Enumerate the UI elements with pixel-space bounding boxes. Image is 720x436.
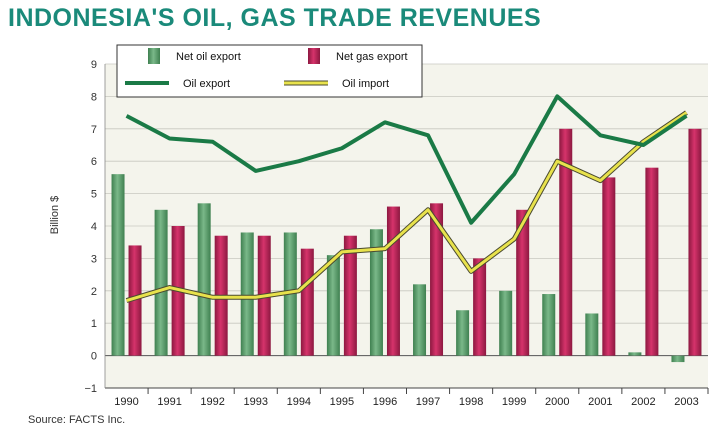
x-tick-label: 2002 [631, 396, 655, 408]
net-oil-export-bar [240, 232, 254, 356]
y-tick-label: 0 [91, 351, 97, 363]
legend-net-oil-export-swatch [148, 48, 160, 64]
oil-import-line [126, 111, 688, 302]
y-axis-label: Billion $ [49, 196, 61, 235]
x-tick-label: 1999 [502, 396, 526, 408]
net-gas-export-bar [516, 209, 530, 356]
x-tick-label: 2000 [545, 396, 569, 408]
legend-oil-export-label: Oil export [183, 78, 230, 90]
net-gas-export-bar [645, 167, 659, 356]
x-tick-label: 1990 [114, 396, 138, 408]
net-oil-export-bar [671, 355, 685, 363]
y-tick-label: 9 [91, 59, 97, 71]
net-gas-export-bar [559, 128, 573, 356]
net-oil-export-bar [111, 174, 125, 356]
x-tick-label: 2003 [674, 396, 698, 408]
net-oil-export-bar [456, 310, 470, 356]
source-note: Source: FACTS Inc. [28, 414, 126, 426]
net-gas-export-bar [602, 177, 616, 356]
net-gas-export-bar [688, 128, 702, 356]
net-oil-export-bar [585, 313, 599, 356]
legend: Net oil export Net gas export Oil export Oi… [116, 44, 423, 98]
legend-net-gas-export-label: Net gas export [336, 51, 408, 63]
y-tick-label: −1 [84, 383, 97, 395]
axes: −1 0 1 2 3 4 5 6 7 8 9 1990 1991 1992 1993 1994 1995 1996… [84, 59, 709, 408]
net-oil-export-bar [628, 352, 642, 356]
net-oil-export-bar [542, 294, 556, 356]
y-tick-label: 7 [91, 124, 97, 136]
y-tick-label: 1 [91, 318, 97, 330]
net-oil-export-bar [197, 203, 211, 356]
x-tick-label: 1993 [244, 396, 268, 408]
net-oil-export-bar [413, 284, 427, 356]
net-gas-export-bar [343, 235, 357, 356]
x-tick-label: 1997 [416, 396, 440, 408]
legend-oil-import-label: Oil import [342, 78, 389, 90]
net-gas-export-bar [473, 258, 487, 356]
y-tick-label: 6 [91, 156, 97, 168]
y-tick-label: 2 [91, 286, 97, 298]
net-oil-export-bar [326, 255, 340, 356]
x-tick-label: 1996 [373, 396, 397, 408]
net-oil-export-bar [154, 209, 168, 356]
chart-title: INDONESIA'S OIL, GAS TRADE REVENUES [8, 4, 542, 32]
x-tick-label: 1992 [200, 396, 224, 408]
x-tick-label: 1994 [287, 396, 311, 408]
y-tick-label: 4 [91, 221, 97, 233]
y-tick-label: 5 [91, 189, 97, 201]
net-oil-export-bar [369, 229, 383, 356]
lines [125, 94, 688, 303]
legend-box [116, 44, 423, 98]
x-tick-label: 1998 [459, 396, 483, 408]
y-tick-label: 8 [91, 91, 97, 103]
y-tick-label: 3 [91, 253, 97, 265]
oil-export-line [125, 94, 688, 225]
net-gas-export-bar [430, 203, 444, 356]
x-tick-label: 2001 [588, 396, 612, 408]
legend-net-oil-export-label: Net oil export [176, 51, 241, 63]
x-tick-label: 1991 [157, 396, 181, 408]
net-gas-export-bar [300, 248, 314, 356]
legend-net-gas-export-swatch [308, 48, 320, 64]
net-gas-export-bar [386, 206, 400, 356]
x-tick-label: 1995 [330, 396, 354, 408]
net-oil-export-bar [499, 290, 513, 356]
